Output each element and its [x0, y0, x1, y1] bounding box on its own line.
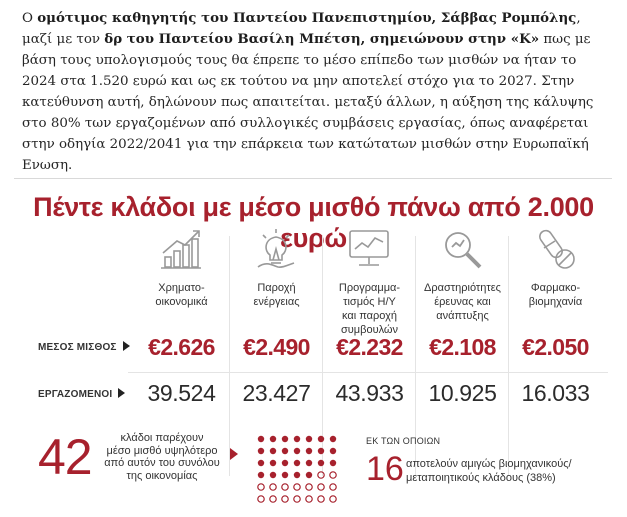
dot-hollow — [293, 495, 301, 503]
dot-hollow — [305, 495, 313, 503]
salary-row-label: ΜΕΣΟΣ ΜΙΣΘΟΣ — [38, 341, 130, 353]
sector-name: Δραστηριότητες έρευνας και ανάπτυξης — [424, 282, 501, 322]
salary-value: €2.626 — [148, 334, 215, 360]
dot-filled — [293, 471, 301, 479]
pills-icon — [539, 229, 575, 269]
dot-hollow — [269, 483, 277, 491]
dot-filled — [281, 435, 289, 443]
article-bold-2: δρ του Παντείου Βασίλη Μπέτση, σημειώνου… — [104, 31, 540, 47]
dot-hollow — [257, 483, 265, 491]
salary-value: €2.490 — [243, 334, 310, 360]
dot-filled — [269, 447, 277, 455]
article-text-3: πως με βάση τους υπολογισμούς τους θα έπ… — [22, 32, 594, 173]
dot-hollow — [317, 471, 325, 479]
article-text-2: , μαζί με τον — [22, 11, 581, 47]
dot-filled — [305, 471, 313, 479]
industrial-count-note: αποτελούν αμιγώς βιομηχανικούς/ μεταποιη… — [406, 458, 572, 484]
column-divider — [322, 236, 323, 476]
growth-chart-icon — [161, 230, 201, 269]
dot-filled — [269, 459, 277, 467]
dot-filled — [317, 447, 325, 455]
workers-value: 39.524 — [147, 380, 216, 406]
dot-filled — [317, 435, 325, 443]
row-divider — [128, 372, 608, 373]
dot-grid — [257, 435, 337, 503]
dot-hollow — [269, 495, 277, 503]
salary-value: €2.050 — [522, 334, 589, 360]
dot-hollow — [317, 495, 325, 503]
dot-filled — [329, 459, 337, 467]
dot-filled — [305, 435, 313, 443]
arrow-right-icon — [118, 388, 126, 398]
computer-monitor-icon — [349, 230, 389, 266]
dot-filled — [317, 459, 325, 467]
dot-filled — [293, 447, 301, 455]
dot-filled — [329, 435, 337, 443]
sector-name: Παροχή ενέργειας — [253, 282, 300, 308]
infographic-title: Πέντε κλάδοι με μέσο μισθό πάνω από 2.00… — [33, 192, 594, 253]
workers-row-label: ΕΡΓΑΖΟΜΕΝΟΙ — [38, 388, 126, 400]
column-divider — [508, 236, 509, 476]
salary-value: €2.108 — [429, 334, 496, 360]
sector-name: Χρηματο- οικονομικά — [155, 282, 208, 308]
dot-filled — [293, 435, 301, 443]
dot-hollow — [329, 471, 337, 479]
workers-value: 23.427 — [242, 380, 311, 406]
dot-hollow — [329, 495, 337, 503]
workers-value: 43.933 — [335, 380, 404, 406]
of-which-label: ΕΚ ΤΩΝ ΟΠΟΙΩΝ — [366, 436, 441, 446]
column-divider — [229, 236, 230, 476]
salary-value: €2.232 — [336, 334, 403, 360]
dot-hollow — [293, 483, 301, 491]
dot-filled — [293, 459, 301, 467]
dot-filled — [257, 447, 265, 455]
dot-filled — [257, 435, 265, 443]
dot-filled — [305, 459, 313, 467]
dot-filled — [281, 459, 289, 467]
dot-filled — [269, 435, 277, 443]
dot-hollow — [329, 483, 337, 491]
industrial-count: 16 — [366, 450, 404, 488]
article-text-1: Ο — [22, 11, 38, 26]
workers-value: 10.925 — [428, 380, 497, 406]
lightbulb-icon — [257, 229, 295, 268]
magnifier-icon — [445, 232, 482, 269]
sector-name: Φαρμακο- βιομηχανία — [528, 282, 583, 308]
arrow-right-icon — [122, 341, 130, 351]
column-divider — [415, 236, 416, 476]
dot-filled — [281, 447, 289, 455]
dot-filled — [269, 471, 277, 479]
salary-infographic: Πέντε κλάδοι με μέσο μισθό πάνω από 2.00… — [0, 178, 627, 517]
arrow-right-icon — [230, 448, 238, 460]
dot-hollow — [281, 483, 289, 491]
dot-filled — [305, 447, 313, 455]
dot-filled — [329, 447, 337, 455]
dot-filled — [257, 471, 265, 479]
sector-name: Προγραμμα- τισμός Η/Υ και παροχή συμβουλ… — [338, 282, 401, 336]
article-paragraph: Ο ομότιμος καθηγητής του Παντείου Πανεπι… — [22, 8, 602, 176]
article-bold-1: ομότιμος καθηγητής του Παντείου Πανεπιστ… — [37, 10, 577, 26]
dot-filled — [257, 459, 265, 467]
workers-value: 16.033 — [521, 380, 590, 406]
dot-filled — [281, 471, 289, 479]
sector-count: 42 — [38, 429, 93, 485]
dot-hollow — [257, 495, 265, 503]
divider — [14, 178, 612, 179]
dot-hollow — [281, 495, 289, 503]
dot-hollow — [317, 483, 325, 491]
sector-count-note: κλάδοι παρέχουν μέσο μισθό υψηλότερο από… — [104, 432, 220, 482]
dot-hollow — [305, 483, 313, 491]
